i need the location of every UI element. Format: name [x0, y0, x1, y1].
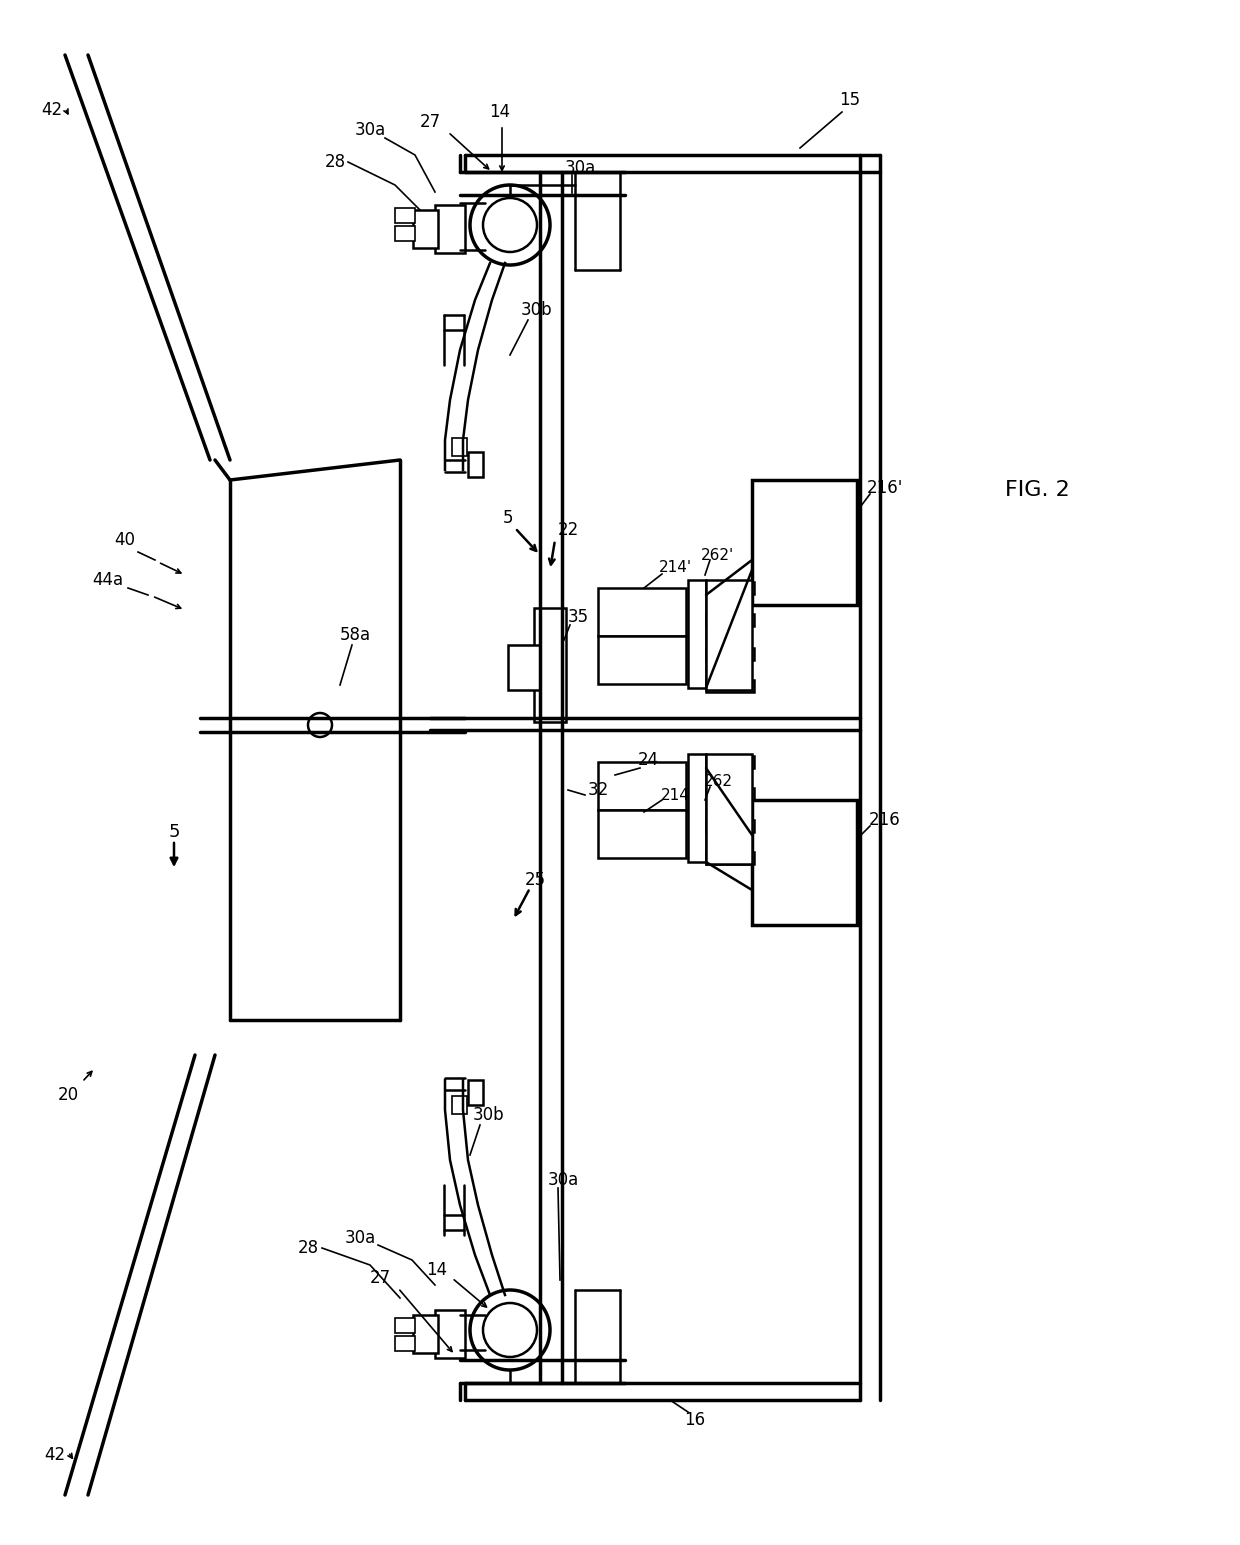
- Text: 22: 22: [557, 521, 579, 539]
- Bar: [396, 209, 415, 222]
- Bar: [706, 756, 754, 768]
- Text: 25: 25: [525, 871, 546, 888]
- Bar: [453, 1095, 467, 1114]
- Text: 30a: 30a: [564, 159, 595, 178]
- Text: 20: 20: [57, 1086, 78, 1105]
- Bar: [706, 680, 754, 692]
- Bar: [467, 453, 484, 477]
- Text: 30b: 30b: [521, 301, 553, 318]
- Text: 30a: 30a: [355, 121, 386, 139]
- Bar: [508, 644, 539, 691]
- Text: 35: 35: [568, 609, 589, 626]
- Bar: [706, 754, 751, 864]
- Text: 15: 15: [839, 91, 861, 110]
- Text: 27: 27: [419, 113, 440, 131]
- Bar: [706, 820, 754, 833]
- Text: 24: 24: [637, 751, 658, 769]
- Bar: [751, 800, 857, 925]
- Text: 216: 216: [869, 811, 901, 830]
- Text: 30a: 30a: [547, 1171, 579, 1190]
- Text: 262': 262': [702, 547, 734, 562]
- Text: 58a: 58a: [340, 626, 371, 644]
- Bar: [453, 437, 467, 456]
- Text: 42: 42: [45, 1446, 66, 1465]
- Circle shape: [470, 1290, 551, 1370]
- Text: 5: 5: [502, 508, 513, 527]
- Text: 28: 28: [325, 153, 346, 171]
- Bar: [413, 1315, 438, 1353]
- Text: 42: 42: [41, 100, 62, 119]
- Bar: [706, 582, 754, 593]
- Bar: [536, 610, 564, 720]
- Bar: [706, 579, 751, 691]
- Text: 44a: 44a: [93, 572, 124, 589]
- Text: 14: 14: [427, 1261, 448, 1279]
- Text: 262: 262: [703, 774, 733, 789]
- Circle shape: [484, 198, 537, 252]
- Bar: [706, 851, 754, 864]
- Text: 16: 16: [684, 1411, 706, 1429]
- Text: 27: 27: [370, 1268, 391, 1287]
- Bar: [435, 205, 465, 253]
- Bar: [534, 609, 565, 722]
- Circle shape: [470, 185, 551, 266]
- Text: 216': 216': [867, 479, 903, 497]
- Text: 32: 32: [588, 782, 609, 799]
- Text: 14: 14: [490, 104, 511, 121]
- Bar: [598, 810, 686, 857]
- Text: 5: 5: [169, 823, 180, 840]
- Bar: [706, 613, 754, 626]
- Bar: [435, 1310, 465, 1358]
- Bar: [598, 589, 686, 637]
- Bar: [688, 579, 706, 688]
- Text: 214: 214: [661, 788, 689, 802]
- Text: 40: 40: [114, 531, 135, 548]
- Bar: [706, 788, 754, 800]
- Circle shape: [308, 712, 332, 737]
- Text: FIG. 2: FIG. 2: [1004, 480, 1070, 501]
- Bar: [396, 1336, 415, 1350]
- Bar: [706, 647, 754, 660]
- Bar: [598, 637, 686, 684]
- Bar: [688, 754, 706, 862]
- Bar: [751, 480, 857, 606]
- Bar: [396, 1318, 415, 1333]
- Text: 214': 214': [658, 561, 692, 575]
- Bar: [396, 226, 415, 241]
- Bar: [598, 762, 686, 810]
- Circle shape: [484, 1302, 537, 1357]
- Bar: [467, 1080, 484, 1105]
- Text: 30b: 30b: [472, 1106, 503, 1125]
- Bar: [413, 210, 438, 249]
- Text: 28: 28: [298, 1239, 319, 1258]
- Text: 30a: 30a: [345, 1228, 376, 1247]
